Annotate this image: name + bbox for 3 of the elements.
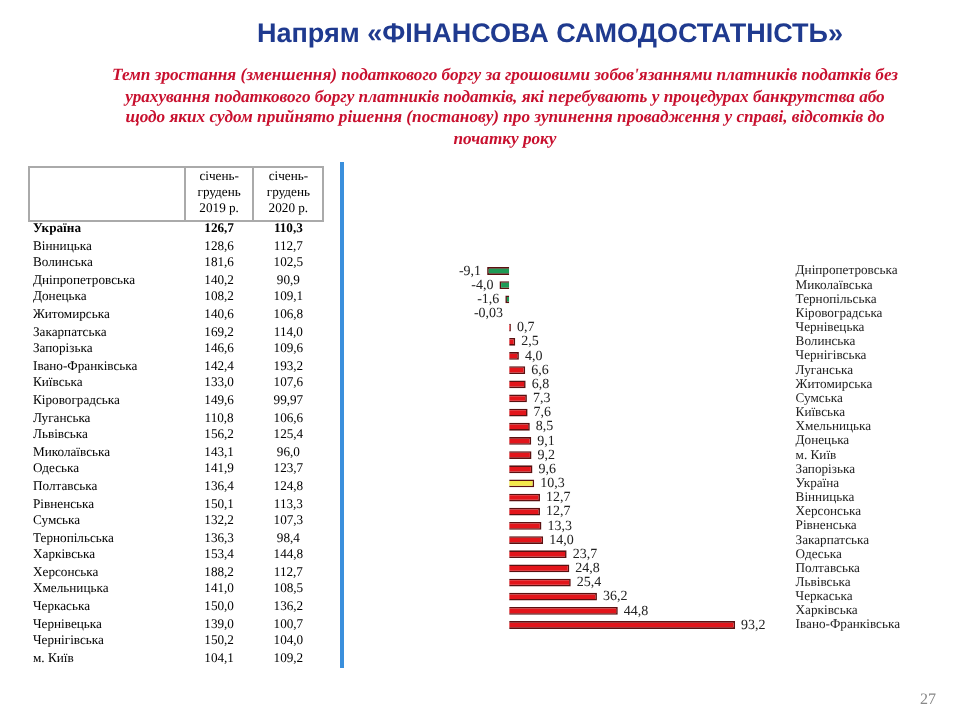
chart-subtitle: Темп зростання (зменшення) податкового боргу за грошовими зобов'язаннями платників податків без урахування податкового боргу платників податків, які перебувають у процедурах банкрутства або щодо яких судом прийнято рішення (постанову) про зупинення провадження у справі, відсотків до початку року xyxy=(110,64,900,148)
text: 27 xyxy=(920,690,936,708)
chart-title: Напрям «ФІНАНСОВА САМОДОСТАТНІСТЬ» xyxy=(255,18,845,48)
